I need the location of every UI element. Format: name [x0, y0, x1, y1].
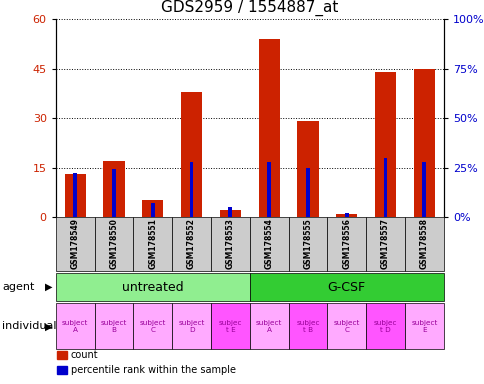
Bar — [94, 303, 133, 349]
Bar — [249, 303, 288, 349]
Bar — [327, 217, 365, 271]
Bar — [422, 162, 425, 217]
Bar — [73, 174, 77, 217]
Text: subject
C: subject C — [333, 320, 359, 333]
Bar — [327, 303, 365, 349]
Text: GSM178557: GSM178557 — [380, 218, 389, 269]
Bar — [189, 162, 193, 217]
Bar — [404, 217, 443, 271]
Text: GSM178556: GSM178556 — [342, 218, 350, 269]
Text: subject
B: subject B — [101, 320, 127, 333]
Text: subjec
t D: subjec t D — [373, 320, 396, 333]
Bar — [172, 303, 211, 349]
Bar — [374, 72, 395, 217]
Text: GSM178550: GSM178550 — [109, 218, 118, 269]
Legend: count, percentile rank within the sample: count, percentile rank within the sample — [53, 346, 239, 379]
Text: ▶: ▶ — [45, 282, 52, 292]
Bar — [228, 207, 232, 217]
Bar — [288, 217, 327, 271]
Text: subjec
t B: subjec t B — [296, 320, 319, 333]
Bar — [56, 303, 94, 349]
Text: untreated: untreated — [121, 281, 183, 293]
Text: GSM178554: GSM178554 — [264, 218, 273, 269]
Bar — [249, 217, 288, 271]
Bar — [344, 213, 348, 217]
Bar — [133, 217, 172, 271]
Text: GSM178553: GSM178553 — [226, 218, 234, 269]
Text: G-CSF: G-CSF — [327, 281, 365, 293]
Text: subject
A: subject A — [256, 320, 282, 333]
Bar — [365, 217, 404, 271]
Text: ▶: ▶ — [45, 321, 52, 331]
Bar — [181, 92, 202, 217]
Bar — [56, 217, 94, 271]
Bar — [335, 214, 357, 217]
Bar — [112, 169, 116, 217]
Bar — [383, 158, 387, 217]
Bar — [64, 174, 86, 217]
Text: individual: individual — [2, 321, 57, 331]
Text: GSM178551: GSM178551 — [148, 218, 157, 269]
Text: subject
D: subject D — [178, 320, 204, 333]
Bar — [288, 303, 327, 349]
Text: subject
C: subject C — [139, 320, 166, 333]
Bar — [249, 273, 443, 301]
Bar — [305, 167, 309, 217]
Bar — [267, 162, 271, 217]
Bar — [56, 273, 249, 301]
Bar — [211, 303, 249, 349]
Bar — [297, 121, 318, 217]
Bar — [133, 303, 172, 349]
Text: subjec
t E: subjec t E — [218, 320, 242, 333]
Bar — [142, 200, 163, 217]
Bar — [258, 39, 279, 217]
Bar — [172, 217, 211, 271]
Text: subject
A: subject A — [62, 320, 88, 333]
Bar — [404, 303, 443, 349]
Bar — [365, 303, 404, 349]
Text: GSM178552: GSM178552 — [187, 218, 196, 269]
Bar — [219, 210, 241, 217]
Text: agent: agent — [2, 282, 35, 292]
Bar — [151, 203, 154, 217]
Text: GSM178555: GSM178555 — [303, 218, 312, 269]
Text: GSM178558: GSM178558 — [419, 218, 428, 269]
Text: GSM178549: GSM178549 — [71, 218, 79, 269]
Bar — [413, 69, 434, 217]
Bar — [103, 161, 124, 217]
Title: GDS2959 / 1554887_at: GDS2959 / 1554887_at — [161, 0, 338, 17]
Bar — [211, 217, 249, 271]
Bar — [94, 217, 133, 271]
Text: subject
E: subject E — [410, 320, 437, 333]
